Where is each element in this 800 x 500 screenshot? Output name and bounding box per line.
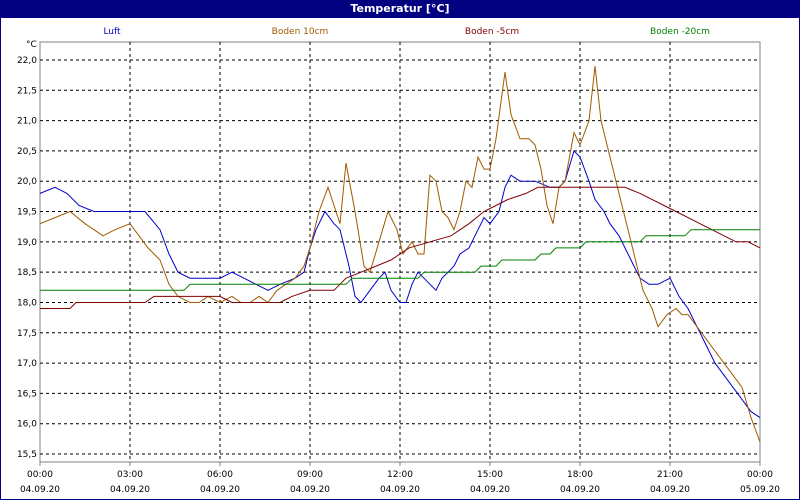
legend: Luft Boden 10cm Boden -5cm Boden -20cm: [103, 27, 710, 37]
x-tick-date-label: 04.09.20: [470, 485, 510, 495]
y-axis-unit-label: °C: [26, 40, 37, 50]
x-tick-time-label: 12:00: [387, 470, 413, 480]
chart-title: Temperatur [°C]: [0, 0, 800, 18]
x-tick-time-label: 00:00: [747, 470, 773, 480]
y-tick-label: 17,0: [17, 359, 37, 369]
x-tick-date-label: 04.09.20: [290, 485, 330, 495]
y-tick-label: 21,0: [17, 117, 37, 127]
x-tick-date-label: 04.09.20: [110, 485, 150, 495]
y-tick-label: 20,5: [17, 147, 37, 157]
legend-item: Luft: [103, 27, 121, 37]
x-tick-time-label: 15:00: [477, 470, 503, 480]
x-tick-time-label: 06:00: [207, 470, 233, 480]
y-tick-label: 20,0: [17, 177, 37, 187]
x-tick-date-label: 04.09.20: [380, 485, 420, 495]
y-tick-label: 16,0: [17, 420, 37, 430]
x-tick-time-label: 00:00: [27, 470, 53, 480]
y-tick-label: 15,5: [17, 450, 37, 460]
y-tick-label: 18,0: [17, 298, 37, 308]
series-line-1: [39, 149, 761, 419]
y-tick-label: 22,0: [17, 56, 37, 66]
y-tick-label: 16,5: [17, 389, 37, 399]
x-tick-time-label: 21:00: [657, 470, 683, 480]
legend-item: Boden 10cm: [272, 27, 329, 37]
x-tick-time-label: 18:00: [567, 470, 593, 480]
legend-item: Boden -5cm: [465, 27, 519, 37]
x-tick-date-label: 05.09.20: [740, 485, 780, 495]
x-tick-date-label: 04.09.20: [200, 485, 240, 495]
x-tick-time-label: 09:00: [297, 470, 323, 480]
legend-item: Boden -20cm: [650, 27, 710, 37]
y-tick-label: 19,0: [17, 238, 37, 248]
x-tick-date-label: 04.09.20: [560, 485, 600, 495]
axis-ticks: 22,0 21,5 21,0 20,5 20,0 19,5 19,0 18,5 18,0 17,5…: [17, 56, 780, 495]
y-tick-label: 17,5: [17, 329, 37, 339]
series-line-2: [39, 66, 761, 443]
series-line-3: [40, 186, 761, 309]
series-line-4: [40, 229, 760, 291]
series-lines: [39, 66, 761, 443]
x-tick-date-label: 04.09.20: [650, 485, 690, 495]
grid-lines: [40, 42, 760, 462]
y-tick-label: 19,5: [17, 208, 37, 218]
y-tick-label: 21,5: [17, 86, 37, 96]
x-tick-time-label: 03:00: [117, 470, 143, 480]
x-tick-date-label: 04.09.20: [20, 485, 60, 495]
y-tick-label: 18,5: [17, 268, 37, 278]
